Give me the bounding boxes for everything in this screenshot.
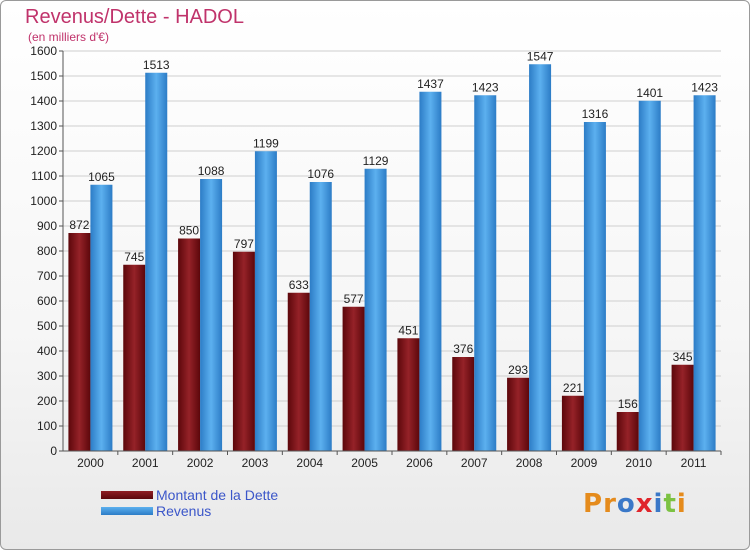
bar-dette — [342, 306, 365, 451]
y-tick-label: 1000 — [30, 194, 57, 208]
bar-dette — [397, 338, 420, 451]
data-label-revenus: 1076 — [307, 167, 334, 181]
data-label-revenus: 1423 — [472, 80, 499, 94]
data-label-revenus: 1437 — [417, 77, 444, 91]
bar-revenus — [638, 100, 661, 451]
logo-letter: i — [676, 489, 687, 519]
chart-title: Revenus/Dette - HADOL — [25, 6, 244, 28]
bar-revenus — [364, 168, 387, 451]
data-label-dette: 797 — [234, 237, 254, 251]
bar-revenus — [254, 151, 277, 451]
data-label-dette: 745 — [124, 250, 144, 264]
x-tick-label: 2008 — [516, 456, 543, 470]
x-tick-label: 2005 — [351, 456, 378, 470]
bar-dette — [507, 377, 530, 451]
bar-revenus — [200, 179, 223, 451]
x-tick-label: 2002 — [187, 456, 214, 470]
data-label-dette: 345 — [673, 350, 693, 364]
legend-item-revenus: Revenus — [101, 503, 278, 519]
bar-revenus — [529, 64, 552, 451]
bar-revenus — [693, 95, 716, 451]
y-tick-label: 1600 — [30, 44, 57, 58]
data-label-dette: 633 — [289, 278, 309, 292]
x-tick-label: 2009 — [571, 456, 598, 470]
data-label-revenus: 1065 — [88, 170, 115, 184]
y-tick-label: 1400 — [30, 94, 57, 108]
data-label-dette: 293 — [508, 363, 528, 377]
data-label-dette: 577 — [344, 292, 364, 306]
logo-letter: o — [616, 489, 636, 519]
bar-dette — [232, 251, 255, 451]
data-label-dette: 850 — [179, 224, 199, 238]
data-label-dette: 156 — [618, 397, 638, 411]
y-tick-label: 0 — [50, 444, 57, 458]
y-tick-label: 600 — [37, 294, 57, 308]
data-label-dette: 221 — [563, 381, 583, 395]
x-tick-label: 2003 — [242, 456, 269, 470]
y-tick-label: 1100 — [31, 169, 57, 183]
legend-swatch-revenus — [101, 507, 153, 515]
bar-revenus — [583, 122, 606, 451]
legend-label-dette: Montant de la Dette — [156, 487, 279, 503]
x-tick-label: 2004 — [296, 456, 323, 470]
bar-dette — [671, 364, 694, 451]
data-label-revenus: 1199 — [253, 136, 279, 150]
bar-dette — [68, 233, 91, 451]
y-tick-label: 1500 — [30, 69, 57, 83]
y-tick-label: 300 — [37, 369, 57, 383]
bar-revenus — [90, 184, 113, 451]
data-label-revenus: 1401 — [636, 86, 663, 100]
proxiti-logo: Proxiti — [583, 489, 687, 519]
bar-dette — [561, 395, 584, 451]
y-tick-label: 1200 — [30, 144, 57, 158]
legend-item-dette: Montant de la Dette — [101, 487, 278, 503]
logo-letter: P — [583, 489, 604, 519]
y-tick-label: 900 — [37, 219, 57, 233]
x-tick-label: 2007 — [461, 456, 488, 470]
bar-dette — [616, 412, 639, 451]
data-label-dette: 451 — [398, 323, 418, 337]
bar-revenus — [145, 72, 168, 451]
y-tick-label: 400 — [37, 344, 57, 358]
data-label-revenus: 1423 — [691, 80, 718, 94]
logo-letter: t — [663, 489, 677, 519]
data-label-revenus: 1088 — [198, 164, 225, 178]
bar-revenus — [474, 95, 497, 451]
y-tick-label: 100 — [37, 419, 57, 433]
bar-dette — [178, 238, 201, 451]
bar-dette — [452, 357, 475, 451]
data-label-dette: 376 — [453, 342, 473, 356]
legend-swatch-dette — [101, 491, 153, 499]
logo-letter: r — [603, 489, 617, 519]
chart-legend: Montant de la Dette Revenus — [101, 487, 278, 519]
logo-letter: i — [653, 489, 664, 519]
x-tick-label: 2006 — [406, 456, 433, 470]
bar-revenus — [309, 182, 332, 451]
bar-revenus — [419, 91, 442, 451]
bar-dette — [123, 264, 146, 451]
data-label-revenus: 1513 — [143, 58, 170, 72]
data-label-revenus: 1547 — [527, 49, 554, 63]
y-tick-label: 1300 — [30, 119, 57, 133]
legend-label-revenus: Revenus — [156, 503, 212, 519]
y-tick-label: 500 — [37, 319, 57, 333]
data-label-revenus: 1129 — [363, 154, 389, 168]
y-tick-label: 200 — [37, 394, 57, 408]
data-label-revenus: 1316 — [582, 107, 609, 121]
chart-subtitle: (en milliers d'€) — [28, 30, 109, 44]
y-tick-label: 800 — [37, 244, 57, 258]
y-tick-label: 700 — [37, 269, 57, 283]
x-tick-label: 2010 — [625, 456, 652, 470]
x-tick-label: 2011 — [681, 456, 707, 470]
x-tick-label: 2001 — [132, 456, 159, 470]
data-label-dette: 872 — [69, 218, 89, 232]
logo-letter: x — [635, 489, 654, 519]
x-tick-label: 2000 — [77, 456, 104, 470]
bar-dette — [287, 292, 310, 451]
